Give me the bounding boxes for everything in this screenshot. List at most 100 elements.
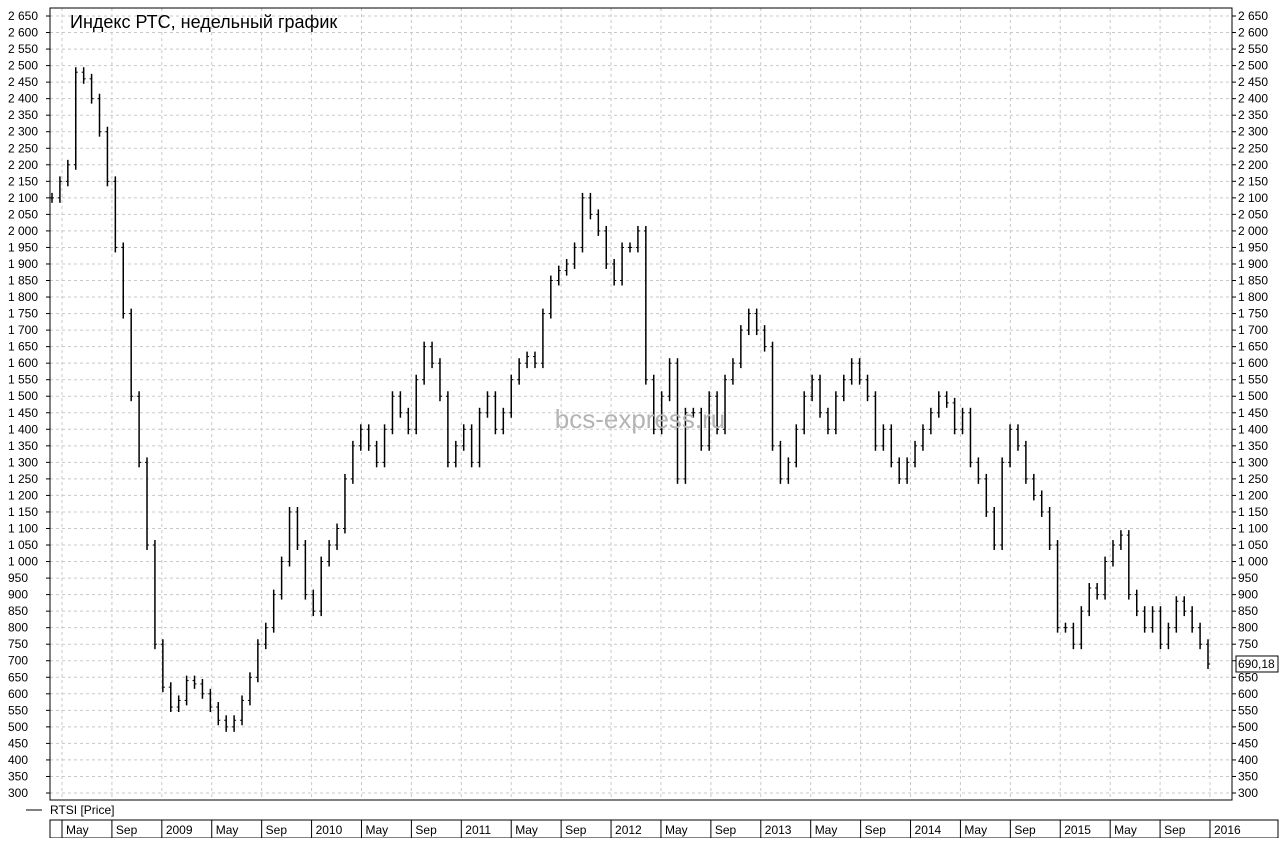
x-tick-label: Sep (1164, 823, 1186, 837)
x-tick-label: 2009 (166, 823, 193, 837)
last-value-box (1235, 655, 1279, 673)
y-tick-label-left: 400 (8, 753, 28, 767)
y-tick-label-right: 1 200 (1238, 488, 1268, 502)
y-tick-label-right: 1 700 (1238, 323, 1268, 337)
y-tick-label-right: 2 400 (1238, 92, 1268, 106)
y-tick-label-right: 1 400 (1238, 422, 1268, 436)
y-tick-label-left: 1 250 (8, 472, 38, 486)
y-tick-label-left: 1 450 (8, 406, 38, 420)
y-tick-label-right: 2 500 (1238, 59, 1268, 73)
y-tick-label-left: 1 500 (8, 389, 38, 403)
y-tick-label-right: 2 150 (1238, 174, 1268, 188)
watermark: bcs-express.ru (555, 404, 726, 434)
plot-frame (49, 7, 1233, 801)
y-tick-label-left: 1 900 (8, 257, 38, 271)
legend-label: RTSI [Price] (50, 803, 114, 817)
y-tick-label-right: 1 750 (1238, 307, 1268, 321)
y-tick-label-left: 950 (8, 571, 28, 585)
x-tick-label: Sep (1014, 823, 1036, 837)
y-tick-label-left: 1 650 (8, 340, 38, 354)
y-tick-label-right: 2 650 (1238, 9, 1268, 23)
y-tick-label-right: 1 150 (1238, 505, 1268, 519)
y-tick-label-left: 600 (8, 687, 28, 701)
x-tick-label: May (515, 823, 538, 837)
x-tick-label: Sep (415, 823, 437, 837)
x-tick-label: 2016 (1214, 823, 1241, 837)
x-tick-label: May (216, 823, 239, 837)
x-tick-label: Sep (565, 823, 587, 837)
y-tick-label-right: 1 600 (1238, 356, 1268, 370)
y-tick-label-left: 2 500 (8, 59, 38, 73)
y-tick-label-right: 1 650 (1238, 340, 1268, 354)
y-tick-label-right: 500 (1238, 720, 1258, 734)
x-tick-label: May (1114, 823, 1137, 837)
y-tick-label-left: 1 050 (8, 538, 38, 552)
y-tick-label-left: 1 600 (8, 356, 38, 370)
y-tick-label-right: 2 200 (1238, 158, 1268, 172)
y-tick-label-right: 2 100 (1238, 191, 1268, 205)
y-tick-label-left: 1 300 (8, 455, 38, 469)
chart-title: Индекс РТС, недельный график (70, 12, 337, 32)
y-tick-label-left: 2 450 (8, 75, 38, 89)
y-tick-label-right: 1 350 (1238, 439, 1268, 453)
y-tick-label-right: 600 (1238, 687, 1258, 701)
y-tick-label-left: 850 (8, 604, 28, 618)
y-tick-label-right: 950 (1238, 571, 1258, 585)
y-tick-label-left: 2 400 (8, 92, 38, 106)
x-tick-label: 2014 (915, 823, 942, 837)
y-tick-label-right: 1 500 (1238, 389, 1268, 403)
y-tick-label-left: 1 000 (8, 555, 38, 569)
y-tick-label-left: 2 100 (8, 191, 38, 205)
y-tick-label-left: 650 (8, 670, 28, 684)
y-tick-label-left: 550 (8, 703, 28, 717)
last-value-marker: 690,18 (1235, 655, 1279, 673)
y-tick-label-left: 1 400 (8, 422, 38, 436)
y-tick-label-right: 2 350 (1238, 108, 1268, 122)
y-tick-label-left: 2 000 (8, 224, 38, 238)
x-tick-label: May (66, 823, 89, 837)
y-tick-label-right: 1 900 (1238, 257, 1268, 271)
y-tick-label-right: 2 250 (1238, 141, 1268, 155)
y-tick-label-left: 2 250 (8, 141, 38, 155)
grid (50, 8, 1232, 800)
y-tick-label-left: 2 150 (8, 174, 38, 188)
y-tick-label-right: 1 850 (1238, 274, 1268, 288)
y-tick-label-right: 800 (1238, 621, 1258, 635)
y-tick-label-left: 1 950 (8, 240, 38, 254)
y-tick-label-right: 1 000 (1238, 555, 1268, 569)
plot-border (49, 7, 1233, 801)
y-tick-label-left: 1 200 (8, 488, 38, 502)
y-tick-label-left: 1 800 (8, 290, 38, 304)
y-tick-label-left: 1 150 (8, 505, 38, 519)
y-tick-label-left: 1 100 (8, 521, 38, 535)
y-tick-label-right: 1 300 (1238, 455, 1268, 469)
x-tick-label: Sep (266, 823, 288, 837)
y-tick-label-right: 2 450 (1238, 75, 1268, 89)
last-value-label: 690,18 (1238, 657, 1275, 671)
x-tick-label: Sep (715, 823, 737, 837)
y-tick-label-right: 550 (1238, 703, 1258, 717)
y-tick-label-right: 1 800 (1238, 290, 1268, 304)
y-tick-label-left: 1 750 (8, 307, 38, 321)
y-tick-label-left: 2 650 (8, 9, 38, 23)
y-tick-label-right: 1 050 (1238, 538, 1268, 552)
y-tick-label-right: 350 (1238, 769, 1258, 783)
y-tick-label-right: 1 250 (1238, 472, 1268, 486)
y-tick-label-left: 1 550 (8, 373, 38, 387)
y-tick-label-left: 900 (8, 588, 28, 602)
y-tick-label-left: 2 300 (8, 125, 38, 139)
x-tick-label: May (964, 823, 987, 837)
y-tick-label-left: 1 350 (8, 439, 38, 453)
y-tick-label-right: 650 (1238, 670, 1258, 684)
y-tick-label-left: 1 700 (8, 323, 38, 337)
y-tick-label-right: 1 550 (1238, 373, 1268, 387)
x-axis: May Sep 2009 May Sep 2010 May Sep 2011 May Sep 2012… (49, 819, 1279, 839)
x-tick-label: 2013 (765, 823, 792, 837)
price-bars (50, 67, 1210, 732)
x-tick-label: May (815, 823, 838, 837)
y-tick-label-right: 300 (1238, 786, 1258, 800)
x-tick-label: 2011 (465, 823, 491, 837)
y-tick-label-left: 750 (8, 637, 28, 651)
